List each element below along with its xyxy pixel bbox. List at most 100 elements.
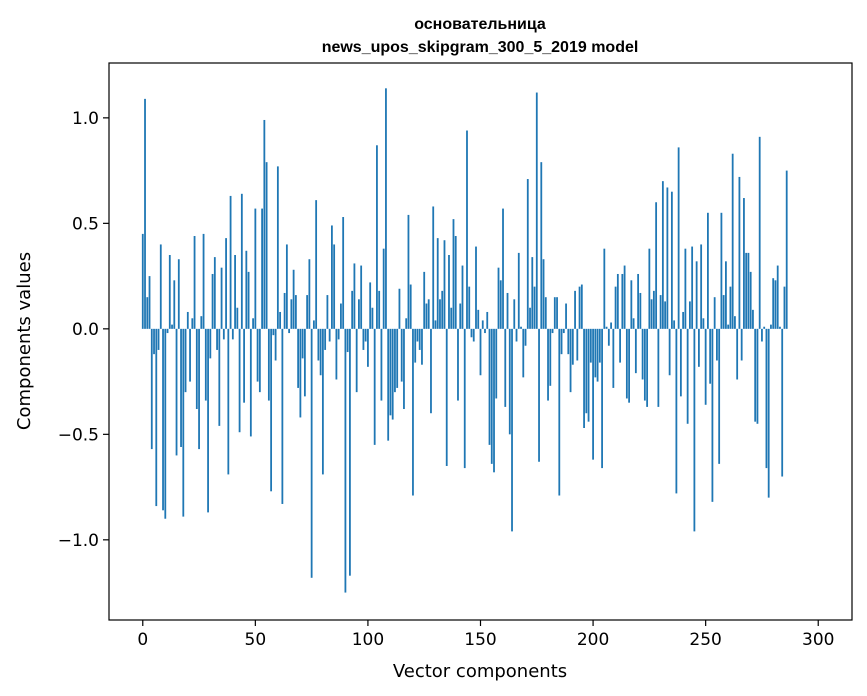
bar	[321, 328, 324, 475]
bar	[702, 318, 705, 329]
bar	[220, 267, 223, 329]
y-tick-label: 0.5	[72, 214, 99, 234]
bar	[522, 328, 525, 378]
bar	[189, 328, 191, 382]
bar	[630, 280, 633, 329]
bar	[682, 311, 685, 329]
bar	[589, 328, 592, 363]
bar	[641, 328, 644, 380]
bar	[585, 328, 588, 414]
bar	[614, 286, 617, 329]
bar	[477, 309, 480, 329]
x-axis-label: Vector components	[393, 661, 567, 682]
bar	[288, 328, 291, 334]
bar	[463, 328, 466, 469]
bar	[670, 191, 673, 329]
bar	[258, 328, 261, 393]
bar	[556, 297, 558, 329]
bar	[562, 328, 565, 334]
bar	[326, 295, 329, 329]
bar	[247, 271, 250, 329]
bar	[175, 328, 178, 456]
bar	[576, 328, 579, 361]
bar	[306, 295, 309, 329]
bar	[180, 328, 182, 447]
bar	[499, 280, 502, 329]
bar	[229, 195, 232, 329]
bar	[560, 328, 563, 355]
bar	[592, 328, 594, 460]
x-tick-label: 200	[577, 630, 609, 650]
bar	[684, 248, 687, 329]
bar	[148, 276, 151, 329]
bar	[621, 273, 624, 329]
bar	[414, 328, 417, 363]
bar	[416, 328, 419, 342]
bar	[159, 244, 162, 329]
bar	[263, 119, 266, 329]
bar	[596, 328, 599, 382]
bar	[666, 187, 669, 329]
bar	[355, 328, 358, 393]
bar	[470, 328, 473, 338]
bar	[430, 328, 432, 414]
chart-title-line-1: основательница	[414, 16, 546, 33]
bar	[193, 236, 196, 329]
bar	[756, 328, 759, 424]
bar	[661, 181, 664, 329]
bar	[279, 311, 282, 329]
bar	[351, 290, 354, 329]
bar	[698, 328, 700, 367]
bar	[373, 328, 376, 445]
bar	[553, 297, 556, 329]
bar	[333, 244, 336, 329]
bar	[378, 290, 381, 329]
bar	[679, 328, 682, 397]
bar	[144, 98, 146, 329]
bar	[155, 328, 158, 507]
bar	[335, 328, 338, 380]
x-tick-label: 0	[137, 630, 148, 650]
bar	[718, 328, 721, 464]
bar	[299, 328, 302, 418]
bar	[146, 297, 149, 329]
bar	[362, 328, 365, 350]
bar	[704, 328, 707, 405]
bar	[436, 238, 439, 329]
bar	[292, 269, 295, 329]
bar	[612, 328, 615, 388]
bar	[754, 328, 757, 422]
bar	[412, 328, 414, 496]
bar	[380, 328, 383, 401]
bar	[526, 179, 529, 329]
bar	[427, 299, 430, 329]
bar	[164, 328, 167, 519]
bar	[389, 328, 392, 416]
bar	[493, 328, 495, 473]
bar	[727, 324, 730, 329]
bar	[765, 328, 768, 469]
bar	[637, 273, 640, 329]
bar	[150, 328, 153, 450]
bar	[533, 286, 536, 329]
bar	[418, 328, 421, 350]
chart-title-line-2: news_upos_skipgram_300_5_2019 model	[322, 39, 639, 56]
bar	[382, 248, 385, 329]
y-tick-label: 0.0	[72, 320, 99, 340]
bar	[619, 328, 621, 363]
bar	[231, 328, 234, 340]
bar	[340, 303, 342, 329]
bar	[547, 328, 549, 401]
bar	[524, 328, 527, 346]
bar	[141, 233, 144, 329]
bar	[587, 328, 590, 422]
bar	[709, 328, 712, 384]
bar	[531, 257, 534, 329]
bar	[274, 328, 277, 361]
bar	[252, 318, 254, 329]
bar	[369, 282, 372, 329]
y-axis-label: Components values	[14, 252, 35, 430]
bar	[517, 252, 520, 329]
bar	[290, 299, 293, 329]
